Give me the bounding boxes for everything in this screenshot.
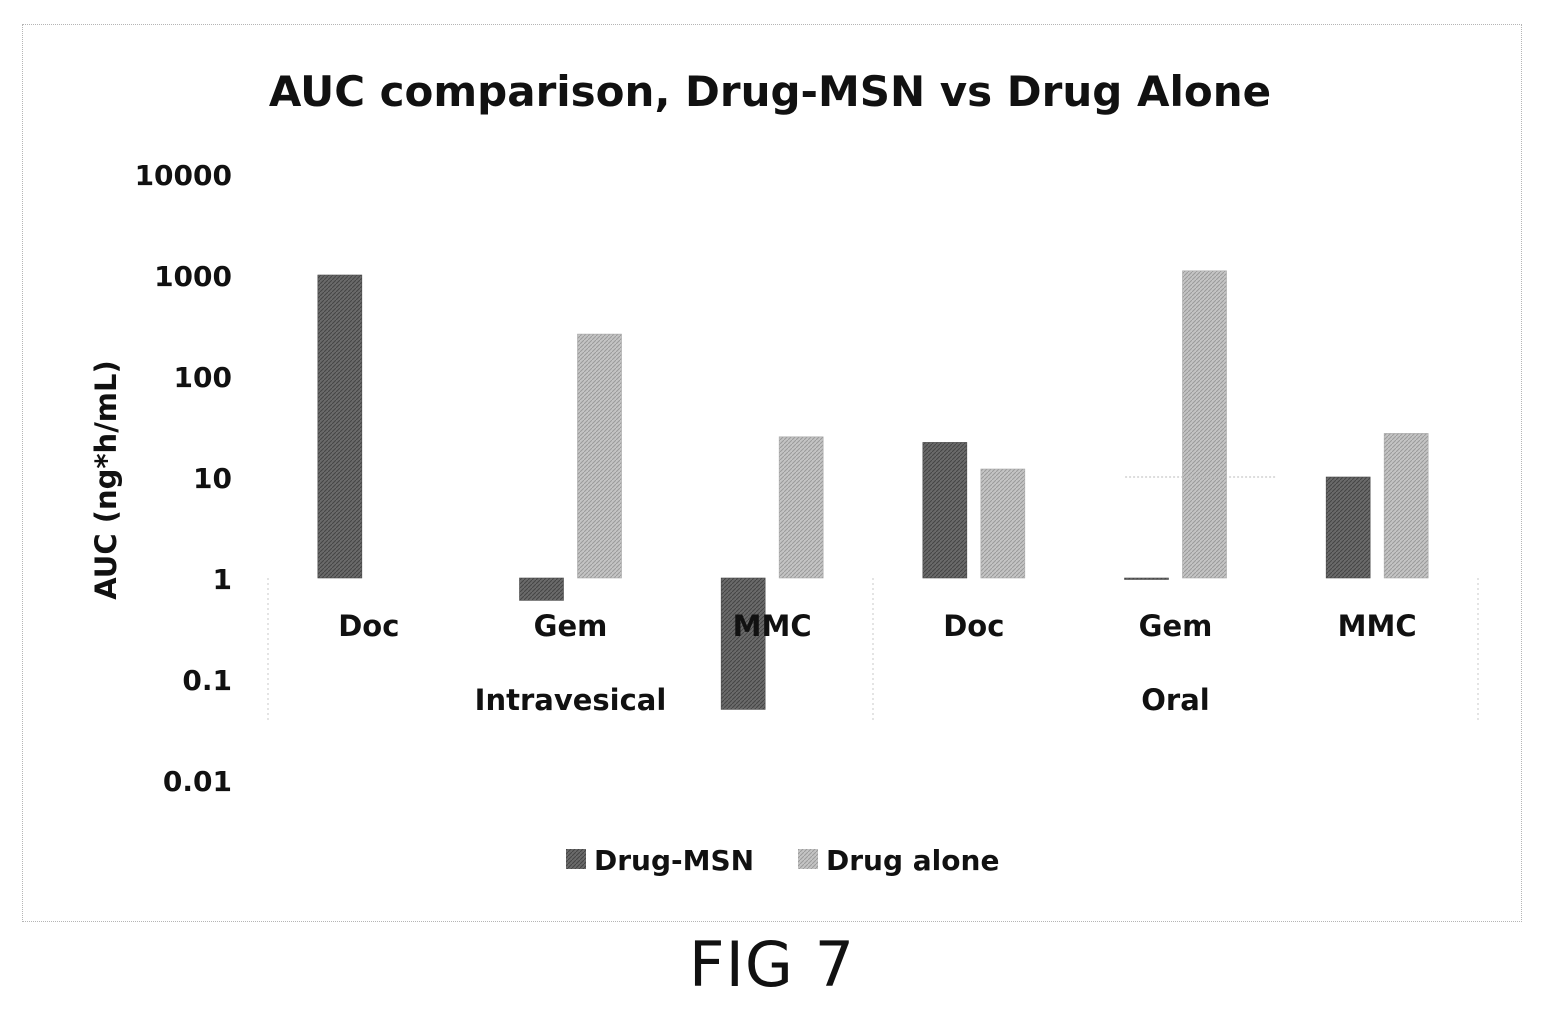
bar-drug-alone — [980, 468, 1026, 579]
bar-drug-msn — [1325, 476, 1371, 579]
bars — [317, 270, 1429, 710]
category-label: Gem — [1139, 609, 1213, 643]
y-tick-label: 100 — [174, 361, 232, 394]
category-label: Doc — [338, 609, 399, 643]
bar-drug-alone — [778, 436, 824, 579]
category-axis: Doc Gem MMC Doc Gem MMC Intravesical Oral — [267, 578, 1479, 720]
y-tick-label: 10000 — [135, 159, 232, 192]
y-tick-label: 1000 — [154, 260, 232, 293]
figure-caption: FIG 7 — [688, 928, 856, 1001]
bar-drug-msn — [720, 577, 766, 710]
group-label: Oral — [1141, 683, 1209, 717]
y-axis-label: AUC (ng*h/mL) — [89, 360, 123, 600]
legend: Drug-MSN Drug alone — [566, 844, 999, 877]
legend-label: Drug-MSN — [594, 844, 754, 877]
category-label: MMC — [1338, 609, 1417, 643]
y-tick-label: 0.1 — [182, 664, 232, 697]
y-axis-ticks: 10000 1000 100 10 1 0.1 0.01 — [135, 159, 232, 798]
bar-drug-alone — [1182, 270, 1227, 579]
bar-drug-msn — [1124, 577, 1169, 580]
y-tick-label: 10 — [193, 462, 232, 495]
legend-label: Drug alone — [826, 844, 999, 877]
category-label: MMC — [733, 609, 812, 643]
category-label: Doc — [943, 609, 1004, 643]
bar-drug-msn — [317, 274, 363, 579]
category-label: Gem — [534, 609, 608, 643]
chart-frame — [22, 24, 1522, 922]
legend-swatch — [798, 849, 818, 869]
group-label: Intravesical — [475, 683, 667, 717]
y-tick-label: 0.01 — [163, 765, 232, 798]
y-tick-label: 1 — [213, 563, 232, 596]
bar-drug-msn — [922, 442, 968, 579]
bar-drug-alone — [1383, 433, 1429, 579]
chart-title: AUC comparison, Drug-MSN vs Drug Alone — [269, 67, 1271, 116]
legend-swatch — [566, 849, 586, 869]
bar-drug-alone — [577, 333, 622, 579]
bar-drug-msn — [519, 577, 564, 601]
